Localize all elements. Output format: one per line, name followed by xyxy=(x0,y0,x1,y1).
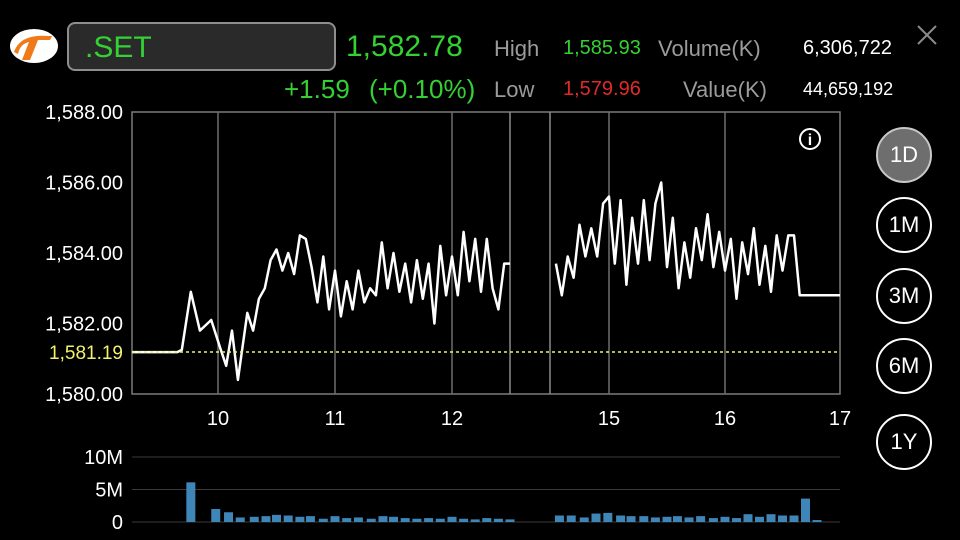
low-value: 1,579.96 xyxy=(563,78,641,100)
x-tick-label: 16 xyxy=(714,408,736,430)
volume-bar xyxy=(482,518,492,522)
period-button-3m[interactable]: 3M xyxy=(876,268,932,324)
volume-y-tick-label: 10M xyxy=(84,447,123,469)
svg-text:i: i xyxy=(808,132,812,149)
volume-bar xyxy=(272,514,281,522)
volume-bar xyxy=(554,515,564,522)
period-button-1d[interactable]: 1D xyxy=(876,127,932,183)
x-tick-label: 10 xyxy=(207,408,229,430)
volume-bar xyxy=(424,518,434,522)
volume-bar xyxy=(211,509,221,522)
symbol-text: .SET xyxy=(85,31,152,64)
volume-bar xyxy=(743,514,753,522)
volume-bar xyxy=(295,516,305,522)
volume-bar xyxy=(616,515,626,522)
price-line-morning xyxy=(132,230,510,382)
volume-chart: 10M 5M 0 xyxy=(84,447,840,534)
volume-bar xyxy=(470,519,480,522)
volume-bar xyxy=(305,516,315,522)
volume-bar xyxy=(389,516,398,522)
period-button-1y[interactable]: 1Y xyxy=(876,414,932,470)
volume-bar xyxy=(459,518,469,522)
volume-bar xyxy=(789,515,799,522)
price-chart: 1,588.00 1,586.00 1,584.00 1,582.00 1,580.00… xyxy=(45,102,851,430)
volume-bar xyxy=(755,516,764,522)
x-tick-label: 12 xyxy=(441,408,463,430)
volume-bar xyxy=(626,516,636,522)
volume-bar xyxy=(812,520,822,522)
volume-bar xyxy=(186,482,196,522)
y-tick-label: 1,580.00 xyxy=(45,384,123,406)
info-icon[interactable]: i xyxy=(799,128,821,150)
y-tick-label: 1,588.00 xyxy=(45,102,123,124)
low-label: Low xyxy=(494,77,535,102)
period-button-1m[interactable]: 1M xyxy=(876,197,932,253)
y-tick-label: 1,584.00 xyxy=(45,243,123,265)
volume-y-tick-label: 5M xyxy=(95,480,123,502)
set-logo xyxy=(10,29,58,63)
symbol-search-box[interactable]: .SET xyxy=(67,22,336,71)
volume-bar xyxy=(342,518,352,522)
volume-bar xyxy=(778,515,787,522)
x-tick-label: 17 xyxy=(829,408,851,430)
volume-bar xyxy=(579,517,589,522)
volume-bar xyxy=(650,517,660,522)
volume-bar xyxy=(591,513,601,522)
volume-bar xyxy=(318,518,328,522)
volume-bar xyxy=(720,516,730,522)
volume-value: 6,306,722 xyxy=(803,37,892,59)
y-tick-label: 1,586.00 xyxy=(45,173,123,195)
volume-bar xyxy=(353,517,363,522)
volume-bar xyxy=(505,519,515,522)
volume-bar xyxy=(662,516,672,522)
volume-bar xyxy=(447,516,457,522)
x-tick-label: 15 xyxy=(598,408,620,430)
volume-bar xyxy=(708,518,718,522)
volume-bar xyxy=(566,515,576,522)
volume-bar xyxy=(672,516,682,522)
volume-bar xyxy=(378,516,388,522)
volume-bar xyxy=(249,516,259,522)
volume-bar xyxy=(435,518,445,522)
y-tick-label: 1,582.00 xyxy=(45,314,123,336)
reference-price-label: 1,581.19 xyxy=(49,343,123,364)
plot-frame xyxy=(131,111,841,395)
high-value: 1,585.93 xyxy=(563,37,641,59)
volume-bar xyxy=(684,517,694,522)
volume-y-tick-label: 0 xyxy=(112,512,123,534)
high-label: High xyxy=(494,36,540,61)
close-icon[interactable] xyxy=(914,22,940,48)
volume-bar xyxy=(283,515,293,522)
volume-bar xyxy=(366,518,376,522)
volume-bar xyxy=(224,512,234,522)
price-change: +1.59 xyxy=(284,74,350,104)
volume-bar xyxy=(330,516,340,522)
volume-bar xyxy=(400,518,410,522)
volume-bar xyxy=(603,512,613,522)
volume-bar xyxy=(639,516,649,522)
volume-bar xyxy=(261,516,271,522)
volume-bar xyxy=(732,518,741,522)
volume-bar xyxy=(493,518,503,522)
volume-bar xyxy=(766,514,776,522)
value-value: 44,659,192 xyxy=(803,79,894,99)
price-change-percent: (+0.10%) xyxy=(369,74,476,104)
period-button-6m[interactable]: 6M xyxy=(876,338,932,394)
volume-bar xyxy=(696,516,706,522)
last-price: 1,582.78 xyxy=(346,30,463,63)
price-line-afternoon xyxy=(554,181,840,301)
x-tick-label: 11 xyxy=(325,408,346,430)
volume-bar xyxy=(801,498,810,522)
volume-bar xyxy=(412,518,422,522)
volume-label: Volume(K) xyxy=(658,36,761,61)
volume-bar xyxy=(235,517,245,522)
value-label: Value(K) xyxy=(683,77,767,102)
